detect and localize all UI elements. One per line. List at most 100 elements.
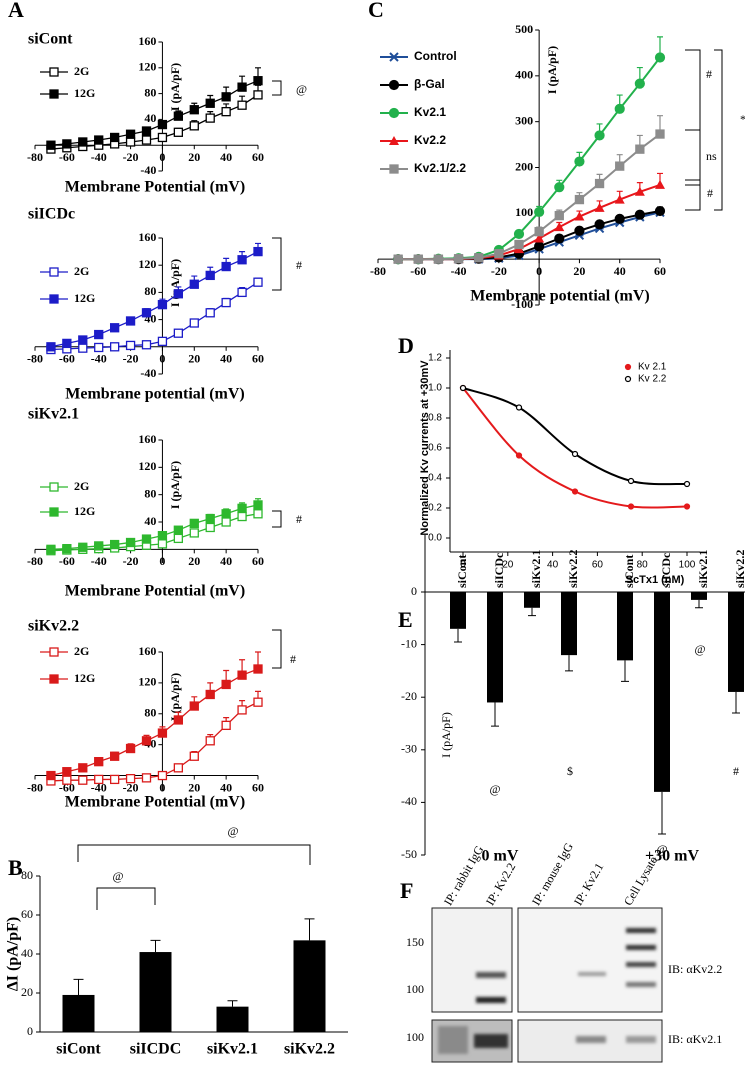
point (189, 528, 199, 538)
point (46, 770, 56, 781)
annotation: # (733, 764, 739, 778)
point (173, 289, 184, 299)
y-tick-label: 20 (21, 985, 33, 999)
point (459, 384, 467, 392)
x-axis-label: Membrane potential (mV) (65, 386, 245, 403)
legend-label: 2G (74, 479, 89, 493)
point (393, 254, 403, 264)
point (78, 775, 88, 785)
x-tick-label: siKv2.1 (529, 550, 543, 588)
y-tick-label: 80 (144, 85, 156, 99)
point (627, 503, 635, 510)
x-tick-label: 40 (547, 560, 559, 571)
y-tick-label: 120 (138, 459, 156, 473)
lane-label: IP: Kv2.2 (483, 860, 518, 907)
point (253, 500, 263, 510)
x-tick-label: -80 (27, 780, 43, 794)
point (534, 206, 545, 218)
point (189, 318, 199, 328)
x-tick-label: 0 (460, 560, 466, 571)
fit-curve (462, 387, 688, 486)
point (554, 233, 565, 244)
blot-bands (438, 928, 656, 1054)
point (494, 249, 504, 259)
annotation: * (740, 112, 745, 126)
point (78, 542, 88, 552)
annotation: # (706, 67, 712, 81)
point (157, 728, 168, 738)
bar (561, 592, 577, 656)
point (534, 227, 544, 237)
x-tick-label: -20 (491, 264, 507, 278)
x-tick-label: -40 (451, 264, 467, 278)
x-tick-label: 20 (188, 150, 200, 164)
point (189, 701, 199, 711)
group-label: 0 mV (482, 848, 519, 865)
point (554, 210, 564, 221)
point (413, 254, 423, 264)
point (221, 261, 231, 272)
point (205, 98, 215, 108)
point (94, 774, 104, 785)
point (205, 113, 215, 123)
x-tick-label: siCont (56, 1041, 101, 1058)
point (46, 342, 56, 352)
x-axis-label: Membrane Potential (mV) (65, 179, 245, 196)
legend-marker (389, 136, 399, 145)
point (173, 127, 184, 137)
x-tick-label: -80 (27, 352, 43, 366)
legend-marker (49, 267, 59, 277)
bar (487, 592, 503, 703)
y-tick-label: 0.6 (428, 443, 442, 454)
y-axis-label: I (pA/pF) (439, 712, 453, 758)
point (237, 100, 247, 110)
y-tick-label: 0 (411, 584, 417, 598)
point (515, 404, 523, 411)
point (205, 522, 215, 533)
error-bar (528, 607, 536, 617)
legend-marker (624, 363, 632, 371)
y-tick-label: 400 (515, 68, 533, 82)
y-tick-label: 80 (21, 868, 33, 882)
x-tick-label: -40 (91, 352, 107, 366)
legend-marker (49, 507, 59, 517)
legend-marker (388, 79, 400, 91)
annotation: ns (706, 149, 717, 163)
y-axis-label: I (pA/pF) (545, 46, 559, 94)
bracket (272, 237, 282, 291)
x-tick-label: -20 (123, 554, 139, 568)
point (627, 477, 635, 485)
y-tick-label: 120 (138, 675, 156, 689)
legend-label: 12G (74, 86, 95, 100)
error-bar (73, 978, 84, 995)
legend-label: Kv2.2 (414, 133, 446, 147)
x-tick-label: siICDc (659, 552, 673, 588)
legend-marker (49, 294, 59, 304)
x-tick-label: 40 (220, 352, 232, 366)
annotation: @ (227, 824, 238, 838)
legend-label: 12G (74, 291, 95, 305)
bar (691, 592, 707, 600)
point (205, 689, 215, 700)
bar (524, 592, 540, 608)
legend-label: 2G (74, 644, 89, 658)
legend-marker (49, 674, 59, 684)
x-tick-label: -20 (123, 780, 139, 794)
bracket (77, 844, 311, 865)
point (574, 225, 585, 236)
group-label: +30 mV (645, 848, 699, 865)
error-bar (565, 655, 573, 672)
panel-label: E (398, 607, 413, 632)
lane-label: IP: mouse IgG (529, 840, 576, 908)
point (109, 323, 120, 333)
panel-label: F (400, 878, 413, 903)
y-tick-label: 0 (27, 1024, 33, 1038)
legend-marker (389, 52, 399, 62)
point (94, 329, 104, 340)
bar (728, 592, 744, 692)
legend-marker (389, 164, 399, 174)
point (221, 92, 231, 102)
x-tick-label: 20 (188, 780, 200, 794)
y-tick-label: -10 (401, 636, 417, 650)
